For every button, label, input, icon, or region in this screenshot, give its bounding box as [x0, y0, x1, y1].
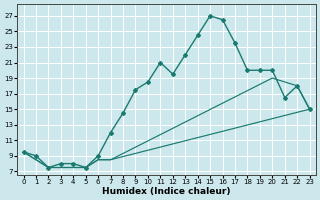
X-axis label: Humidex (Indice chaleur): Humidex (Indice chaleur)	[102, 187, 231, 196]
